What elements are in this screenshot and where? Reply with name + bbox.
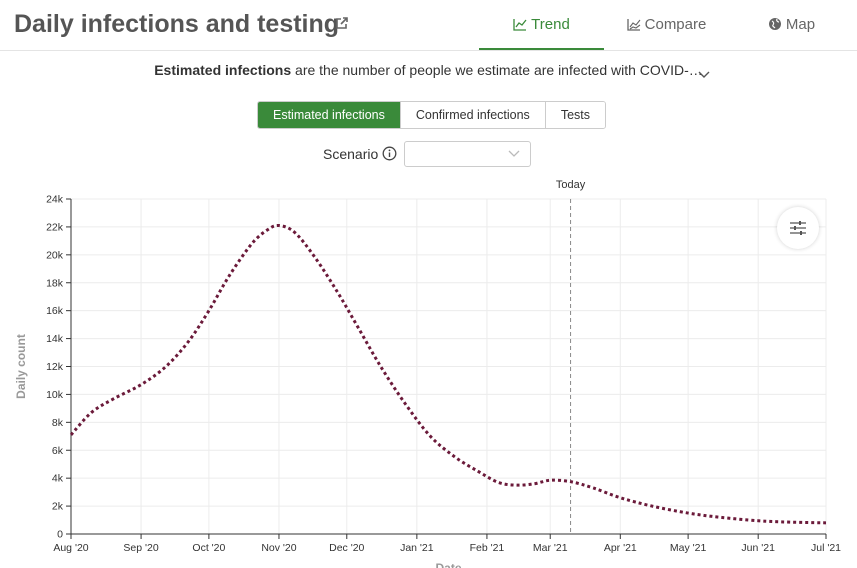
data-point [477, 471, 478, 472]
data-point [570, 481, 571, 482]
x-tick-label: May '21 [670, 542, 707, 554]
data-point [688, 513, 689, 514]
data-point [593, 487, 594, 488]
x-tick-label: Feb '21 [470, 542, 505, 554]
y-tick-label: 6k [52, 445, 64, 457]
data-point [651, 506, 652, 507]
data-point [758, 520, 759, 521]
chart-settings-button[interactable] [777, 207, 819, 249]
data-point [91, 412, 92, 413]
data-point [188, 341, 189, 342]
x-tick-label: Dec '20 [329, 542, 364, 554]
line-chart-icon [513, 18, 527, 31]
description-bold: Estimated infections [154, 62, 292, 78]
y-tick-label: 22k [46, 221, 64, 233]
description: Estimated infections are the number of p… [0, 62, 857, 78]
y-tick-label: 2k [52, 501, 64, 513]
description-text: are the number of people we estimate are… [291, 62, 703, 78]
y-tick-label: 0 [57, 529, 63, 541]
x-tick-label: Aug '20 [53, 542, 88, 554]
y-tick-label: 12k [46, 361, 64, 373]
data-point [430, 436, 431, 437]
x-tick-label: Sep '20 [123, 542, 158, 554]
y-tick-label: 4k [52, 473, 64, 485]
scenario-select[interactable] [404, 141, 531, 167]
tab-map-label: Map [785, 15, 816, 33]
data-point [719, 517, 720, 518]
data-point [208, 310, 209, 311]
tests-button[interactable]: Tests [544, 102, 605, 128]
data-point [516, 485, 517, 486]
chart-series [69, 223, 827, 525]
data-point [294, 232, 295, 233]
data-point [71, 434, 72, 435]
x-tick-label: Apr '21 [604, 542, 637, 554]
chart-grid [70, 198, 827, 535]
y-axis-title: Daily count [14, 334, 28, 399]
info-icon[interactable] [382, 146, 397, 161]
data-point [380, 366, 381, 367]
y-tick-label: 24k [46, 194, 64, 206]
x-tick-label: Jul '21 [811, 542, 841, 554]
y-tick-label: 14k [46, 333, 64, 345]
data-point [534, 483, 535, 484]
data-point [789, 522, 790, 523]
today-marker: Today [556, 179, 586, 534]
chart: 0 2k 4k 6k 8k 10k 12k 14k 16k 18k 20k 22k 24k Aug '20… [14, 179, 841, 568]
page-title: Daily infections and testing [14, 10, 340, 38]
x-tick-label: Jun '21 [741, 542, 775, 554]
data-point [229, 275, 230, 276]
data-point [498, 482, 499, 483]
series-line [69, 223, 827, 525]
data-point [315, 257, 316, 258]
today-label: Today [556, 179, 586, 191]
scenario-label: Scenario [323, 146, 379, 162]
sliders-icon [790, 221, 806, 235]
chevron-down-icon[interactable] [697, 70, 711, 80]
tab-trend-label: Trend [531, 15, 570, 33]
data-point [251, 243, 252, 244]
y-tick-label: 16k [46, 305, 64, 317]
external-link-icon[interactable] [335, 16, 349, 30]
chevron-down-icon [508, 150, 520, 157]
x-tick-label: Oct '20 [192, 542, 225, 554]
y-tick-label: 8k [52, 417, 64, 429]
y-tick-label: 20k [46, 249, 64, 261]
data-point [405, 404, 406, 405]
x-tick-label: Jan '21 [400, 542, 434, 554]
x-tick-label: Nov '20 [261, 542, 296, 554]
data-point [267, 229, 268, 230]
tab-compare[interactable]: Compare [604, 0, 729, 48]
x-axis-title: Date [435, 561, 461, 568]
x-tick-label: Mar '21 [533, 542, 568, 554]
data-point [550, 480, 551, 481]
data-point [141, 384, 142, 385]
y-tick-label: 18k [46, 277, 64, 289]
compare-chart-icon [626, 18, 641, 31]
chart-axes: 0 2k 4k 6k 8k 10k 12k 14k 16k 18k 20k 22k 24k Aug '20… [14, 194, 841, 568]
globe-icon [768, 18, 781, 30]
tab-trend[interactable]: Trend [479, 0, 604, 50]
data-point [165, 366, 166, 367]
data-point [113, 398, 114, 399]
tab-map[interactable]: Map [729, 0, 854, 48]
y-tick-label: 10k [46, 389, 64, 401]
confirmed-infections-button[interactable]: Confirmed infections [399, 102, 545, 128]
data-point [620, 497, 621, 498]
header: Daily infections and testing Trend Compa… [0, 0, 857, 51]
tab-compare-label: Compare [644, 15, 707, 33]
data-point [455, 457, 456, 458]
infection-type-toggle: Estimated infections Confirmed infection… [257, 101, 606, 129]
data-point [358, 327, 359, 328]
data-point [826, 522, 827, 523]
estimated-infections-button[interactable]: Estimated infections [258, 102, 400, 128]
data-point [278, 225, 279, 226]
data-point [337, 292, 338, 293]
